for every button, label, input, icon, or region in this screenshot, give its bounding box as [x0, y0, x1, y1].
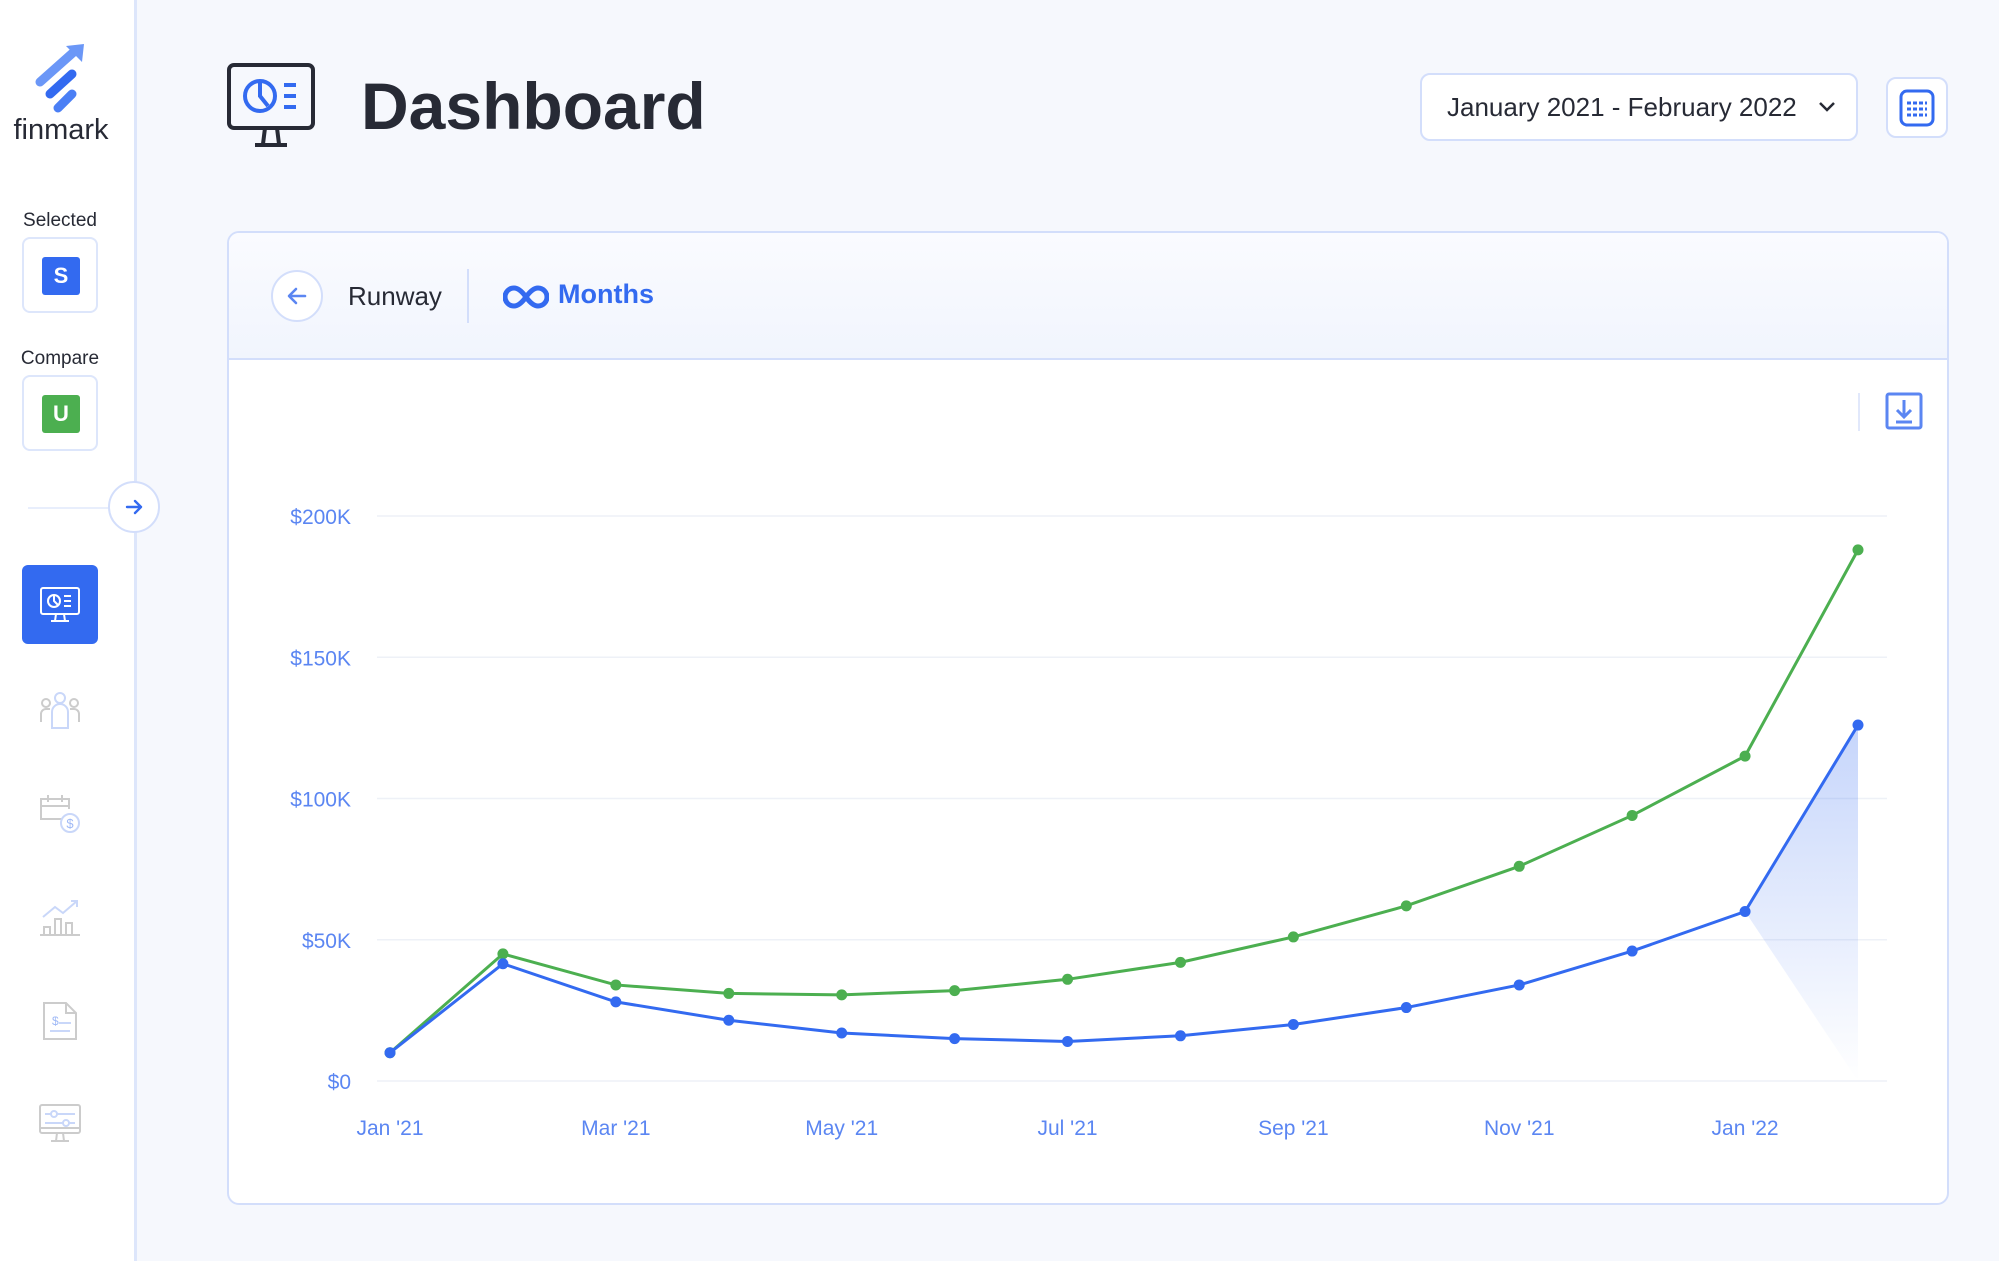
- x-tick-label: Jul '21: [1038, 1117, 1098, 1140]
- compare-scenario-button[interactable]: U: [22, 375, 98, 451]
- nav-invoices[interactable]: $: [22, 981, 98, 1060]
- x-tick-label: Mar '21: [581, 1117, 650, 1140]
- arrow-right-icon: [125, 499, 143, 515]
- people-icon: [40, 691, 80, 729]
- selected-series-area: [1745, 725, 1858, 1081]
- header-divider: [467, 269, 469, 323]
- data-point: [1852, 544, 1864, 556]
- calendar-view-button[interactable]: [1886, 77, 1948, 138]
- expand-sidebar-button[interactable]: [108, 481, 160, 533]
- data-point: [836, 1027, 848, 1039]
- runway-chart-card: Runway Months: [227, 231, 1949, 1205]
- page-title: Dashboard: [361, 69, 706, 143]
- nav-settings[interactable]: [22, 1084, 98, 1163]
- data-point: [1626, 809, 1638, 821]
- data-point: [1287, 1019, 1299, 1030]
- data-point: [723, 1014, 735, 1026]
- y-tick-label: $150K: [290, 647, 351, 670]
- nav-billing[interactable]: $: [22, 773, 98, 852]
- dashboard-monitor-icon: [40, 586, 80, 622]
- x-tick-label: Nov '21: [1484, 1117, 1555, 1140]
- metric-name: Runway: [348, 281, 442, 311]
- data-point: [1174, 1030, 1186, 1042]
- monitor-sliders-icon: [39, 1103, 81, 1142]
- brand-name: finmark: [13, 114, 109, 146]
- y-tick-label: $0: [328, 1071, 351, 1094]
- data-point: [1062, 973, 1074, 985]
- nav-dashboard[interactable]: [22, 565, 98, 644]
- chevron-down-icon: [1818, 102, 1835, 112]
- data-point: [723, 987, 735, 999]
- x-tick-label: Jan '22: [1712, 1117, 1779, 1140]
- y-tick-label: $200K: [290, 506, 351, 529]
- dashboard-header-icon: [227, 63, 315, 147]
- data-point: [497, 948, 509, 960]
- data-point: [836, 989, 848, 1001]
- back-button[interactable]: [271, 270, 323, 322]
- toolbar-divider: [1858, 393, 1860, 431]
- arrow-left-icon: [287, 287, 307, 305]
- data-point: [1626, 945, 1638, 957]
- series-line-1: [389, 724, 1860, 1054]
- data-point: [610, 979, 622, 991]
- data-point: [1513, 979, 1525, 991]
- runway-value: Months: [558, 279, 654, 309]
- download-icon: [1885, 392, 1923, 430]
- series-line-0: [389, 549, 1860, 1054]
- selected-scenario-button[interactable]: S: [22, 237, 98, 313]
- data-point: [497, 958, 509, 970]
- data-point: [1400, 1002, 1412, 1014]
- svg-text:$: $: [66, 816, 74, 831]
- svg-text:$: $: [52, 1014, 59, 1028]
- y-tick-label: $100K: [290, 789, 351, 812]
- selected-scenario-badge: S: [42, 257, 80, 295]
- data-point: [1287, 931, 1299, 943]
- data-point: [610, 996, 622, 1008]
- data-point: [1739, 750, 1751, 762]
- x-tick-label: Jan '21: [356, 1117, 423, 1140]
- data-point: [384, 1047, 396, 1059]
- download-button[interactable]: [1884, 391, 1924, 431]
- date-range-dropdown[interactable]: January 2021 - February 2022: [1420, 73, 1858, 141]
- data-point: [1852, 719, 1864, 731]
- infinity-icon: [503, 285, 549, 309]
- x-tick-label: May '21: [805, 1117, 878, 1140]
- selected-label: Selected: [23, 210, 97, 231]
- nav-team[interactable]: [22, 671, 98, 750]
- calendar-grid-icon: [1899, 89, 1935, 126]
- nav-reports[interactable]: [22, 878, 98, 957]
- date-range-value: January 2021 - February 2022: [1447, 91, 1797, 122]
- invoice-document-icon: $: [43, 1001, 77, 1040]
- sidebar-divider: [28, 507, 108, 509]
- calendar-dollar-icon: $: [40, 794, 80, 833]
- card-header: Runway Months: [229, 233, 1947, 360]
- data-point: [1174, 956, 1186, 968]
- x-tick-label: Sep '21: [1258, 1117, 1329, 1140]
- bar-chart-growth-icon: [40, 899, 80, 936]
- data-point: [1062, 1035, 1074, 1047]
- data-point: [1739, 906, 1751, 917]
- finmark-logo-icon: [35, 44, 84, 113]
- sidebar: finmark Selected S Compare U $ $: [0, 0, 160, 1261]
- compare-scenario-badge: U: [42, 395, 80, 433]
- compare-label: Compare: [20, 348, 100, 369]
- data-point: [949, 1033, 961, 1045]
- data-point: [1400, 900, 1412, 912]
- data-point: [1513, 860, 1525, 872]
- y-tick-label: $50K: [302, 930, 351, 953]
- data-point: [949, 985, 961, 997]
